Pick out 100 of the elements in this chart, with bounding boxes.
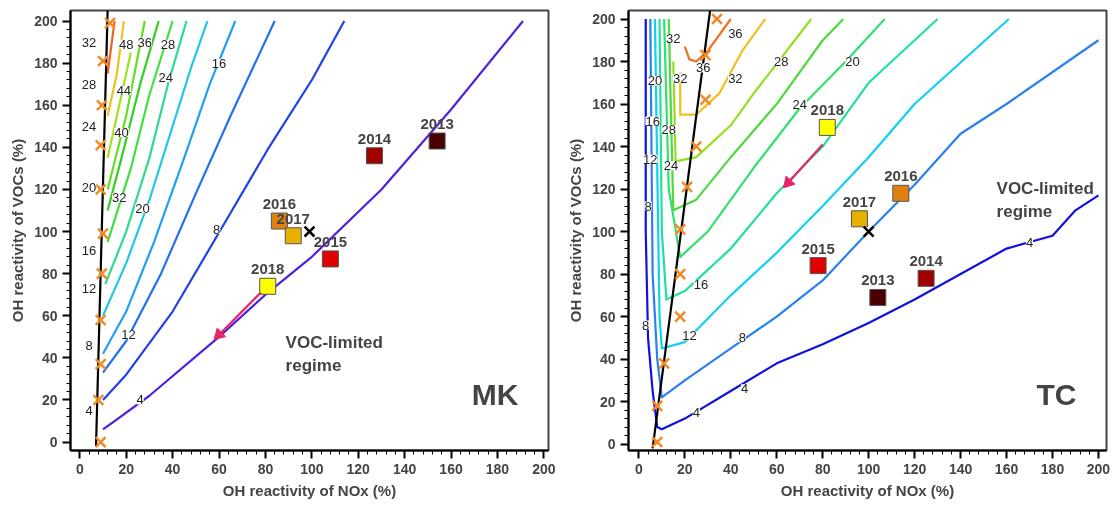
y-tick-label: 160 xyxy=(592,96,616,113)
annotation: 8 xyxy=(738,330,746,346)
annotation: 24 xyxy=(663,158,679,174)
y-axis-title: OH reactivity of VOCs (%) xyxy=(567,138,585,323)
annotation: 2017 xyxy=(842,192,877,210)
x-tick-label: 20 xyxy=(677,460,693,477)
annotation: MK xyxy=(471,377,519,411)
annotation: TC xyxy=(1036,377,1077,411)
annotation: 4 xyxy=(136,392,144,408)
annotation: 2016 xyxy=(884,167,918,185)
annotation: 4 xyxy=(1025,234,1034,250)
y-tick-label: 120 xyxy=(592,181,616,198)
x-tick-label: 40 xyxy=(722,460,739,477)
annotation: 24 xyxy=(81,118,97,134)
annotation: 32 xyxy=(672,71,688,87)
y-axis-title: OH reactivity of VOCs (%) xyxy=(9,138,27,323)
annotation: 8 xyxy=(213,221,221,237)
annotation: 2014 xyxy=(909,252,944,270)
annotation: 16 xyxy=(693,277,709,293)
annotation: 32 xyxy=(666,30,681,46)
x-tick-label: 120 xyxy=(346,460,371,477)
annotation: VOC-limited regime xyxy=(285,332,383,375)
annotation: 4 xyxy=(85,403,93,418)
y-tick-label: 180 xyxy=(592,53,616,70)
annotation: 32 xyxy=(112,190,127,206)
x-tick-label: 100 xyxy=(856,460,881,477)
y-tick-label: 140 xyxy=(592,138,616,155)
x-tick-label: 40 xyxy=(164,460,181,477)
annotation: 32 xyxy=(728,71,743,87)
x-tick-label: 200 xyxy=(532,460,556,477)
y-tick-label: 120 xyxy=(34,181,58,198)
annotation: 12 xyxy=(121,327,136,343)
x-tick-label: 60 xyxy=(211,460,227,477)
y-tick-label: 200 xyxy=(592,11,616,27)
y-tick-label: 60 xyxy=(599,308,616,325)
y-tick-label: 140 xyxy=(34,139,58,156)
annotation: 2018 xyxy=(251,260,285,278)
y-tick-label: 160 xyxy=(34,97,58,114)
x-axis-title: OH reactivity of NOx (%) xyxy=(780,481,955,499)
y-tick-label: 20 xyxy=(41,391,58,408)
y-tick-label: 0 xyxy=(607,436,616,453)
annotation: 20 xyxy=(845,54,860,70)
y-tick-label: 40 xyxy=(41,349,58,366)
x-axis-title: OH reactivity of NOx (%) xyxy=(222,481,397,499)
annotation: 16 xyxy=(81,243,97,258)
x-tick-label: 180 xyxy=(1040,460,1065,477)
annotation: 2015 xyxy=(801,239,835,257)
annotation: 20 xyxy=(135,200,150,216)
annotation: 36 xyxy=(728,26,743,42)
y-tick-label: 200 xyxy=(34,13,58,30)
y-tick-label: 0 xyxy=(49,434,58,451)
annotation: 44 xyxy=(116,83,132,98)
annotation: 20 xyxy=(647,73,663,89)
annotation: 4 xyxy=(692,404,700,420)
x-tick-label: 140 xyxy=(392,460,417,477)
y-tick-label: 100 xyxy=(34,223,58,240)
annotation: 24 xyxy=(158,70,173,86)
annotation: 2013 xyxy=(861,271,895,289)
annotation: 28 xyxy=(774,54,789,70)
x-tick-label: 160 xyxy=(439,460,463,477)
annotation: 28 xyxy=(160,36,176,52)
annotation: 28 xyxy=(81,76,97,92)
annotation: 40 xyxy=(114,125,129,141)
x-tick-label: 0 xyxy=(75,460,84,477)
annotation: 28 xyxy=(661,122,676,138)
annotation: 48 xyxy=(118,36,134,52)
x-tick-label: 20 xyxy=(118,460,135,477)
annotation: 36 xyxy=(137,34,152,50)
y-tick-label: 180 xyxy=(34,55,58,72)
x-tick-label: 80 xyxy=(257,460,274,477)
y-tick-label: 20 xyxy=(599,393,616,410)
annotation: 36 xyxy=(695,60,711,76)
annotation: 8 xyxy=(644,198,652,214)
annotation: 12 xyxy=(682,328,697,344)
annotation: 12 xyxy=(643,151,658,167)
y-tick-label: 80 xyxy=(41,265,58,282)
x-tick-label: 120 xyxy=(902,460,927,477)
x-tick-label: 160 xyxy=(994,460,1019,477)
x-tick-label: 100 xyxy=(300,460,324,477)
x-tick-label: 140 xyxy=(948,460,973,477)
x-tick-label: 200 xyxy=(1086,460,1111,477)
annotation: 20 xyxy=(81,179,97,195)
annotation: 24 xyxy=(792,96,807,112)
x-tick-label: 180 xyxy=(485,460,510,477)
x-tick-label: 0 xyxy=(634,460,643,477)
annotation: 2018 xyxy=(810,101,844,119)
annotation: 16 xyxy=(645,113,660,129)
annotation: 32 xyxy=(81,34,97,50)
y-tick-label: 100 xyxy=(592,223,616,240)
y-tick-label: 40 xyxy=(599,351,616,368)
annotation: 2016 xyxy=(262,195,297,213)
annotation: VOC-limited regime xyxy=(996,178,1094,221)
annotation: 12 xyxy=(81,280,97,296)
annotation: 16 xyxy=(211,55,227,71)
annotation: 8 xyxy=(642,317,650,333)
x-tick-label: 60 xyxy=(768,460,785,477)
y-tick-label: 80 xyxy=(599,266,616,283)
annotation: 8 xyxy=(85,337,93,353)
x-tick-label: 80 xyxy=(814,460,831,477)
annotation: 4 xyxy=(740,381,749,397)
